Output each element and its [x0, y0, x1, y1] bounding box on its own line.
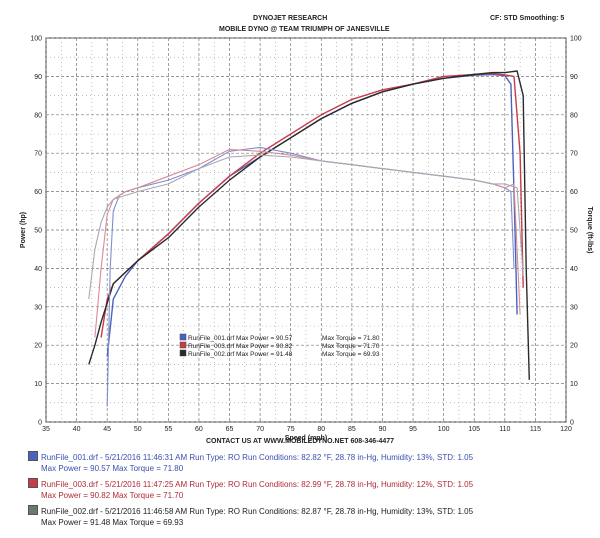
x-tick-label: 105: [468, 426, 480, 433]
inset-legend-torque: Max Torque = 69.93: [322, 351, 380, 358]
y2-tick-label: 10: [570, 381, 578, 388]
y2-tick-label: 40: [570, 266, 578, 273]
legend-row-003: RunFile_003.drf - 5/21/2016 11:47:25 AM …: [28, 478, 473, 500]
inset-legend-torque: Max Torque = 71.80: [322, 335, 380, 342]
y2-tick-label: 100: [570, 36, 582, 43]
x-tick-label: 100: [438, 426, 450, 433]
y-axis-title: Power (hp): [20, 212, 27, 248]
legend-row-001: RunFile_001.drf - 5/21/2016 11:46:31 AM …: [28, 451, 473, 473]
y-tick-label: 70: [34, 151, 42, 158]
x-tick-label: 35: [42, 426, 50, 433]
x-tick-label: 50: [134, 426, 142, 433]
y2-tick-label: 0: [570, 420, 574, 427]
y-tick-label: 0: [38, 420, 42, 427]
legend-line1: RunFile_003.drf - 5/21/2016 11:47:25 AM …: [41, 480, 474, 489]
x-tick-label: 55: [164, 426, 172, 433]
inset-legend-swatch: [179, 349, 187, 357]
legend-line1: RunFile_001.drf - 5/21/2016 11:46:31 AM …: [41, 453, 474, 462]
x-tick-label: 90: [379, 426, 387, 433]
y-tick-label: 100: [30, 36, 42, 43]
inset-legend-label: RunFile_002.drf Max Power = 91.48: [188, 351, 293, 358]
y-tick-label: 60: [34, 189, 42, 196]
y-tick-label: 30: [34, 304, 42, 311]
y2-axis-title: Torque (ft-lbs): [586, 207, 593, 254]
x-tick-label: 120: [560, 426, 572, 433]
y2-tick-label: 80: [570, 112, 578, 119]
legend-swatch: [28, 505, 38, 515]
legend-line1: RunFile_002.drf - 5/21/2016 11:46:58 AM …: [41, 507, 474, 516]
contact-line: CONTACT US AT WWW.MOBILEDYNO.NET 608-346…: [205, 438, 395, 445]
x-tick-label: 110: [499, 426, 510, 433]
legend-line2: Max Power = 91.48 Max Torque = 69.93: [41, 518, 184, 527]
y2-tick-label: 50: [570, 228, 578, 235]
legend-line2: Max Power = 90.82 Max Torque = 71.70: [41, 491, 184, 500]
inset-legend-torque: Max Torque = 71.70: [322, 343, 380, 350]
legend-line2: Max Power = 90.57 Max Torque = 71.80: [41, 464, 184, 473]
chart-header-subtitle: MOBILE DYNO @ TEAM TRIUMPH OF JANESVILLE: [219, 26, 390, 33]
series-line-power-3: [88, 70, 530, 380]
x-tick-label: 60: [195, 426, 203, 433]
x-tick-label: 85: [348, 426, 356, 433]
inset-legend-swatch: [179, 341, 187, 349]
y-tick-label: 50: [34, 228, 42, 235]
x-tick-label: 95: [409, 426, 417, 433]
x-tick-label: 115: [530, 426, 541, 433]
inset-legend-label: RunFile_001.drf Max Power = 90.57: [188, 335, 293, 342]
y-tick-label: 80: [34, 112, 42, 119]
x-tick-label: 80: [317, 426, 325, 433]
y-tick-label: 90: [34, 74, 42, 81]
legend-row-002: RunFile_002.drf - 5/21/2016 11:46:58 AM …: [28, 505, 473, 527]
x-tick-label: 75: [287, 426, 295, 433]
x-tick-label: 65: [226, 426, 234, 433]
legend-swatch: [28, 478, 38, 488]
y-tick-label: 40: [34, 266, 42, 273]
y-tick-label: 20: [34, 343, 42, 350]
inset-legend-label: RunFile_003.drf Max Power = 90.82: [188, 343, 293, 350]
series-line-torque-6: [88, 154, 524, 300]
inset-legend-swatch: [179, 333, 187, 341]
x-tick-label: 70: [256, 426, 264, 433]
legend-swatch: [28, 451, 38, 461]
y2-tick-label: 30: [570, 304, 578, 311]
chart-settings: CF: STD Smoothing: 5: [490, 15, 565, 22]
y2-tick-label: 90: [570, 74, 578, 81]
y-tick-label: 10: [34, 381, 42, 388]
y2-tick-label: 20: [570, 343, 578, 350]
x-axis-title: Speed (mph): [285, 435, 327, 442]
chart-header-company: DYNOJET RESEARCH: [253, 15, 328, 22]
x-tick-label: 45: [103, 426, 111, 433]
y2-tick-label: 70: [570, 151, 578, 158]
y2-tick-label: 60: [570, 189, 578, 196]
x-tick-label: 40: [73, 426, 81, 433]
